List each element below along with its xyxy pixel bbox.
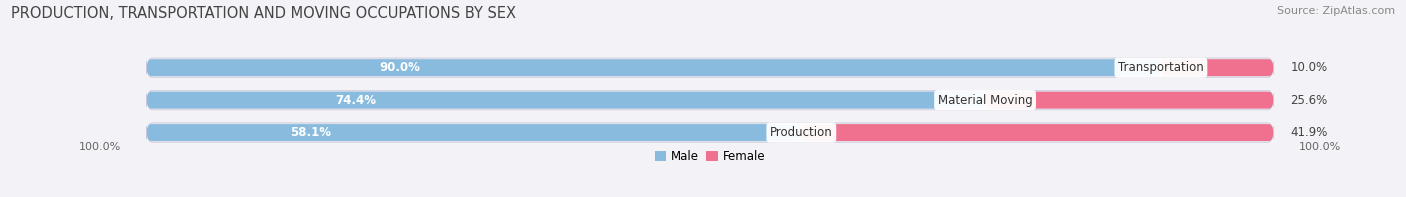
FancyBboxPatch shape [146, 58, 1274, 77]
Text: 100.0%: 100.0% [79, 142, 121, 152]
Text: 90.0%: 90.0% [380, 61, 420, 74]
Text: 100.0%: 100.0% [1299, 142, 1341, 152]
Text: Source: ZipAtlas.com: Source: ZipAtlas.com [1277, 6, 1395, 16]
Text: 25.6%: 25.6% [1291, 94, 1327, 107]
FancyBboxPatch shape [146, 90, 1274, 110]
FancyBboxPatch shape [146, 92, 986, 109]
FancyBboxPatch shape [146, 124, 801, 141]
Text: Production: Production [770, 126, 832, 139]
Text: 10.0%: 10.0% [1291, 61, 1327, 74]
FancyBboxPatch shape [146, 123, 1274, 142]
FancyBboxPatch shape [801, 124, 1274, 141]
Text: PRODUCTION, TRANSPORTATION AND MOVING OCCUPATIONS BY SEX: PRODUCTION, TRANSPORTATION AND MOVING OC… [11, 6, 516, 21]
Text: 58.1%: 58.1% [290, 126, 330, 139]
FancyBboxPatch shape [146, 59, 1161, 76]
FancyBboxPatch shape [986, 92, 1274, 109]
FancyBboxPatch shape [1161, 59, 1274, 76]
Legend: Male, Female: Male, Female [650, 145, 770, 168]
Text: 74.4%: 74.4% [336, 94, 377, 107]
Text: Transportation: Transportation [1118, 61, 1204, 74]
Text: Material Moving: Material Moving [938, 94, 1032, 107]
Text: 41.9%: 41.9% [1291, 126, 1327, 139]
